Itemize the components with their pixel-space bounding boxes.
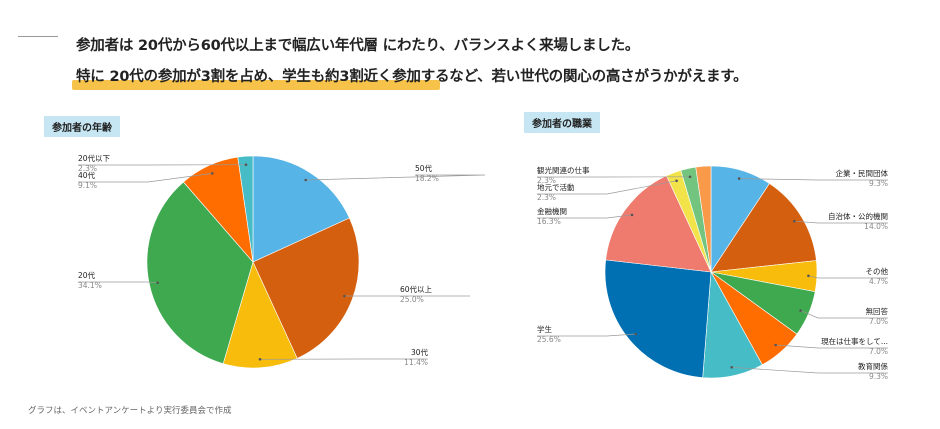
age-value-label-3: 34.1%	[78, 281, 102, 290]
occupation-leader-line-4	[775, 344, 888, 349]
occupation-value-label-2: 4.7%	[869, 277, 888, 286]
occupation-leader-line-2	[808, 275, 888, 279]
headline-line-1: 参加者は 20代から60代以上まで幅広い年代層 にわたり、バランスよく来場しまし…	[76, 38, 640, 54]
occupation-leader-line-6	[537, 333, 636, 337]
occupation-leader-dot-5	[730, 366, 733, 369]
age-leader-dot-3	[156, 281, 159, 285]
occupation-leader-dot-2	[807, 274, 810, 278]
footer-note: グラフは、イベントアンケートより実行委員会で作成	[28, 406, 232, 416]
occupation-label-9: 観光関連の仕事	[537, 165, 590, 175]
occupation-label-2: その他	[866, 266, 889, 276]
occupation-value-label-3: 7.0%	[869, 317, 888, 326]
age-value-label-5: 2.3%	[78, 164, 97, 173]
occupation-label-0: 企業・民間団体	[836, 168, 889, 178]
age-label-4: 40代	[78, 170, 96, 180]
age-leader-line-3	[78, 281, 158, 284]
age-value-label-0: 18.2%	[415, 174, 439, 183]
occupation-label-3: 無回答	[866, 306, 889, 316]
age-label-0: 50代	[415, 163, 433, 173]
occupation-leader-dot-4	[774, 343, 777, 347]
occupation-leader-line-1	[794, 220, 888, 224]
occupation-label-6: 学生	[537, 324, 552, 334]
occupation-value-label-5: 9.3%	[869, 372, 888, 381]
age-label-2: 30代	[411, 347, 429, 357]
occupation-chart-title: 参加者の職業	[524, 112, 600, 133]
occupation-leader-line-5	[731, 366, 888, 374]
occupation-leader-dot-3	[799, 309, 802, 312]
occupation-leader-dot-7	[630, 213, 634, 217]
occupation-leader-dot-6	[634, 332, 637, 336]
age-leader-dot-0	[304, 178, 308, 182]
age-label-1: 60代以上	[400, 284, 433, 294]
occupation-leader-dot-0	[737, 177, 741, 180]
age-slice-3	[146, 181, 254, 365]
occupation-leader-dot-8	[675, 179, 678, 183]
occupation-slice-6	[604, 259, 712, 378]
occupation-leader-dot-1	[793, 219, 796, 223]
occupation-value-label-1: 14.0%	[864, 222, 888, 231]
age-label-3: 20代	[78, 270, 96, 280]
age-slice-0	[252, 155, 350, 263]
top-divider	[18, 36, 58, 37]
occupation-value-label-4: 7.0%	[869, 347, 888, 356]
occupation-leader-dot-9	[688, 175, 692, 179]
age-slice-5	[237, 155, 254, 263]
occupation-value-label-7: 16.3%	[537, 217, 561, 226]
occupation-label-7: 金融機関	[537, 206, 567, 216]
age-value-label-2: 11.4%	[404, 358, 428, 367]
age-leader-dot-1	[343, 294, 346, 298]
headline-line-2: 特に 20代の参加が3割を占め、学生も約3割近く参加するなど、若い世代の関心の高…	[76, 69, 748, 85]
occupation-label-8: 地元で活動	[537, 182, 575, 192]
occupation-label-1: 自治体・公的機関	[828, 211, 888, 221]
occupation-slice-1	[710, 183, 817, 273]
occupation-value-label-6: 25.6%	[537, 335, 561, 344]
occupation-leader-line-3	[800, 310, 888, 319]
age-slice-1	[252, 217, 360, 359]
occupation-value-label-0: 9.3%	[869, 179, 888, 188]
occupation-leader-line-0	[739, 178, 888, 181]
age-chart-title: 参加者の年齢	[44, 116, 120, 137]
occupation-label-4: 現在は仕事をして...	[821, 336, 888, 346]
headline-highlight	[72, 80, 440, 90]
occupation-value-label-8: 2.3%	[537, 193, 556, 202]
age-value-label-1: 25.0%	[400, 295, 424, 304]
age-label-5: 20代以下	[78, 153, 111, 163]
age-leader-line-0	[305, 174, 486, 181]
age-leader-dot-5	[244, 163, 248, 166]
occupation-leader-line-8	[537, 180, 677, 195]
age-leader-line-4	[78, 173, 213, 183]
occupation-label-5: 教育関係	[858, 361, 888, 371]
occupation-value-label-9: 2.3%	[537, 176, 556, 185]
occupation-slice-7	[605, 175, 712, 273]
age-value-label-4: 9.1%	[78, 181, 97, 190]
occupation-slice-10	[695, 165, 712, 273]
age-leader-dot-4	[211, 172, 214, 175]
occupation-leader-line-7	[537, 214, 633, 219]
age-leader-dot-2	[258, 358, 262, 361]
